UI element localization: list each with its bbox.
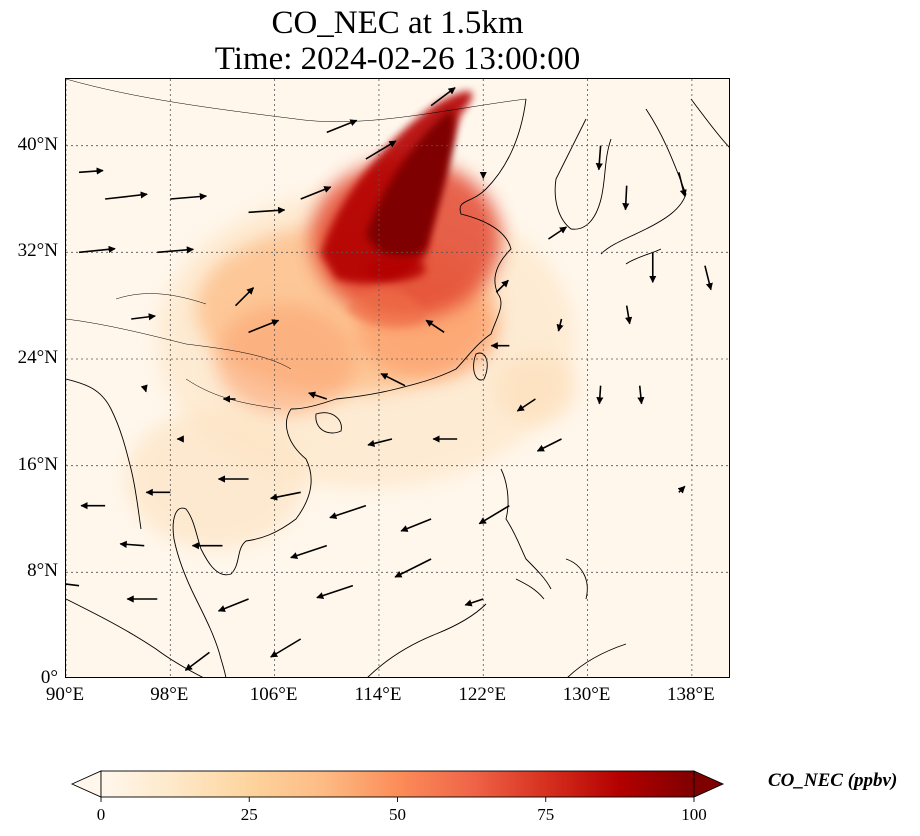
colorbar-tick-label: 0 xyxy=(96,805,106,824)
wind-arrow xyxy=(478,504,510,525)
coastline-kyushu xyxy=(625,248,662,265)
coastlines xyxy=(66,79,729,677)
wind-arrow xyxy=(367,438,393,447)
map-title-line-1: CO_NEC at 1.5km xyxy=(271,5,524,41)
plume-core-south xyxy=(366,257,426,281)
wind-arrow xyxy=(270,638,302,658)
lon-tick-label: 130°E xyxy=(562,684,611,705)
colorbar-tick-label: 25 xyxy=(240,805,258,824)
lon-tick-label: 138°E xyxy=(667,684,715,705)
wind-arrow xyxy=(308,391,328,400)
wind-arrow xyxy=(269,491,301,501)
graticule xyxy=(66,79,729,677)
wind-arrow xyxy=(78,245,116,254)
wind-arrow xyxy=(595,145,603,171)
coastline-hainan xyxy=(315,412,342,434)
wind-arrow xyxy=(536,438,562,452)
colorbar-bar xyxy=(100,770,695,798)
coastline-korea xyxy=(554,118,612,230)
lat-tick-label: 16°N xyxy=(17,453,58,475)
wind-arrow xyxy=(596,385,604,405)
wind-arrow xyxy=(290,544,328,560)
colorbar-ticks xyxy=(100,797,695,802)
plume-max-core xyxy=(366,109,455,258)
lat-tick-label: 8°N xyxy=(27,560,58,582)
colorbar-min-extend xyxy=(70,770,102,798)
wind-arrow xyxy=(131,313,156,321)
boundary-himalaya xyxy=(66,318,292,370)
colorbar-tick-label: 75 xyxy=(537,805,555,824)
map-panel xyxy=(65,78,730,678)
plume-indochina xyxy=(126,409,306,549)
coastline-sumatra xyxy=(66,598,204,677)
wind-arrow xyxy=(430,87,456,107)
lon-tick-label: 114°E xyxy=(354,684,402,705)
wind-arrow xyxy=(365,140,397,160)
wind-arrow xyxy=(394,558,432,578)
wind-arrow xyxy=(300,186,332,200)
plume-streak xyxy=(346,289,426,328)
coastline-mindanao xyxy=(565,558,588,600)
wind-arrow xyxy=(234,287,255,307)
wind-arrow xyxy=(400,518,432,532)
wind-arrow xyxy=(140,384,148,393)
map-title-line-2: Time: 2024-02-26 13:00:00 xyxy=(214,41,581,77)
wind-arrow xyxy=(625,305,633,325)
colorbar-label: CO_NEC (ppbv) xyxy=(768,770,898,791)
plume-east-of-taiwan xyxy=(496,354,576,424)
wind-arrow xyxy=(329,504,367,520)
coastline-philippines xyxy=(500,468,552,600)
wind-arrow xyxy=(316,584,354,600)
wind-arrow xyxy=(119,540,145,548)
wind-arrow xyxy=(704,265,713,291)
colorbar-max-extend xyxy=(693,770,725,798)
coastline-japan xyxy=(600,98,729,255)
wind-arrow xyxy=(217,598,249,612)
wind-vectors xyxy=(66,87,713,671)
wind-arrow xyxy=(78,167,104,175)
wind-arrow xyxy=(105,191,148,200)
lon-tick-label: 122°E xyxy=(458,684,507,705)
boundary-tibet xyxy=(115,293,207,305)
wind-arrow xyxy=(184,651,210,671)
wind-arrow xyxy=(556,318,564,332)
coastline-borneo xyxy=(367,603,487,677)
coastline-myanmar xyxy=(66,378,142,530)
colorbar-tick-label: 50 xyxy=(389,805,406,824)
wind-arrow xyxy=(516,398,536,412)
wind-arrow xyxy=(326,119,358,134)
colorbar-tick-label: 100 xyxy=(681,805,707,824)
wind-arrow xyxy=(548,226,568,240)
wind-arrow xyxy=(464,598,484,607)
wind-arrow xyxy=(622,185,630,211)
wind-arrow xyxy=(677,485,686,494)
lon-tick-label: 90°E xyxy=(45,684,85,705)
wind-arrow xyxy=(678,172,687,198)
lon-tick-label: 98°E xyxy=(150,684,189,705)
wind-arrow xyxy=(248,206,286,214)
wind-arrow xyxy=(637,385,645,405)
lon-tick-label: 106°E xyxy=(249,684,298,705)
lat-tick-label: 40°N xyxy=(17,133,58,155)
lat-tick-label: 0° xyxy=(40,667,58,688)
coastline-new-guinea xyxy=(567,643,627,677)
lat-tick-label: 24°N xyxy=(17,347,58,368)
wind-arrow xyxy=(170,192,208,201)
wind-arrow xyxy=(248,319,280,334)
wind-arrow xyxy=(425,319,445,333)
boundary-mongolia xyxy=(66,79,527,122)
coastline-indochina xyxy=(172,408,312,677)
co-concentration-field xyxy=(126,91,576,549)
lat-tick-label: 32°N xyxy=(17,240,58,262)
wind-arrow xyxy=(380,372,406,387)
map-canvas xyxy=(66,79,729,677)
coastline-china xyxy=(290,98,527,410)
wind-arrow xyxy=(157,246,194,254)
wind-arrow xyxy=(66,583,80,587)
wind-arrow xyxy=(495,279,509,293)
